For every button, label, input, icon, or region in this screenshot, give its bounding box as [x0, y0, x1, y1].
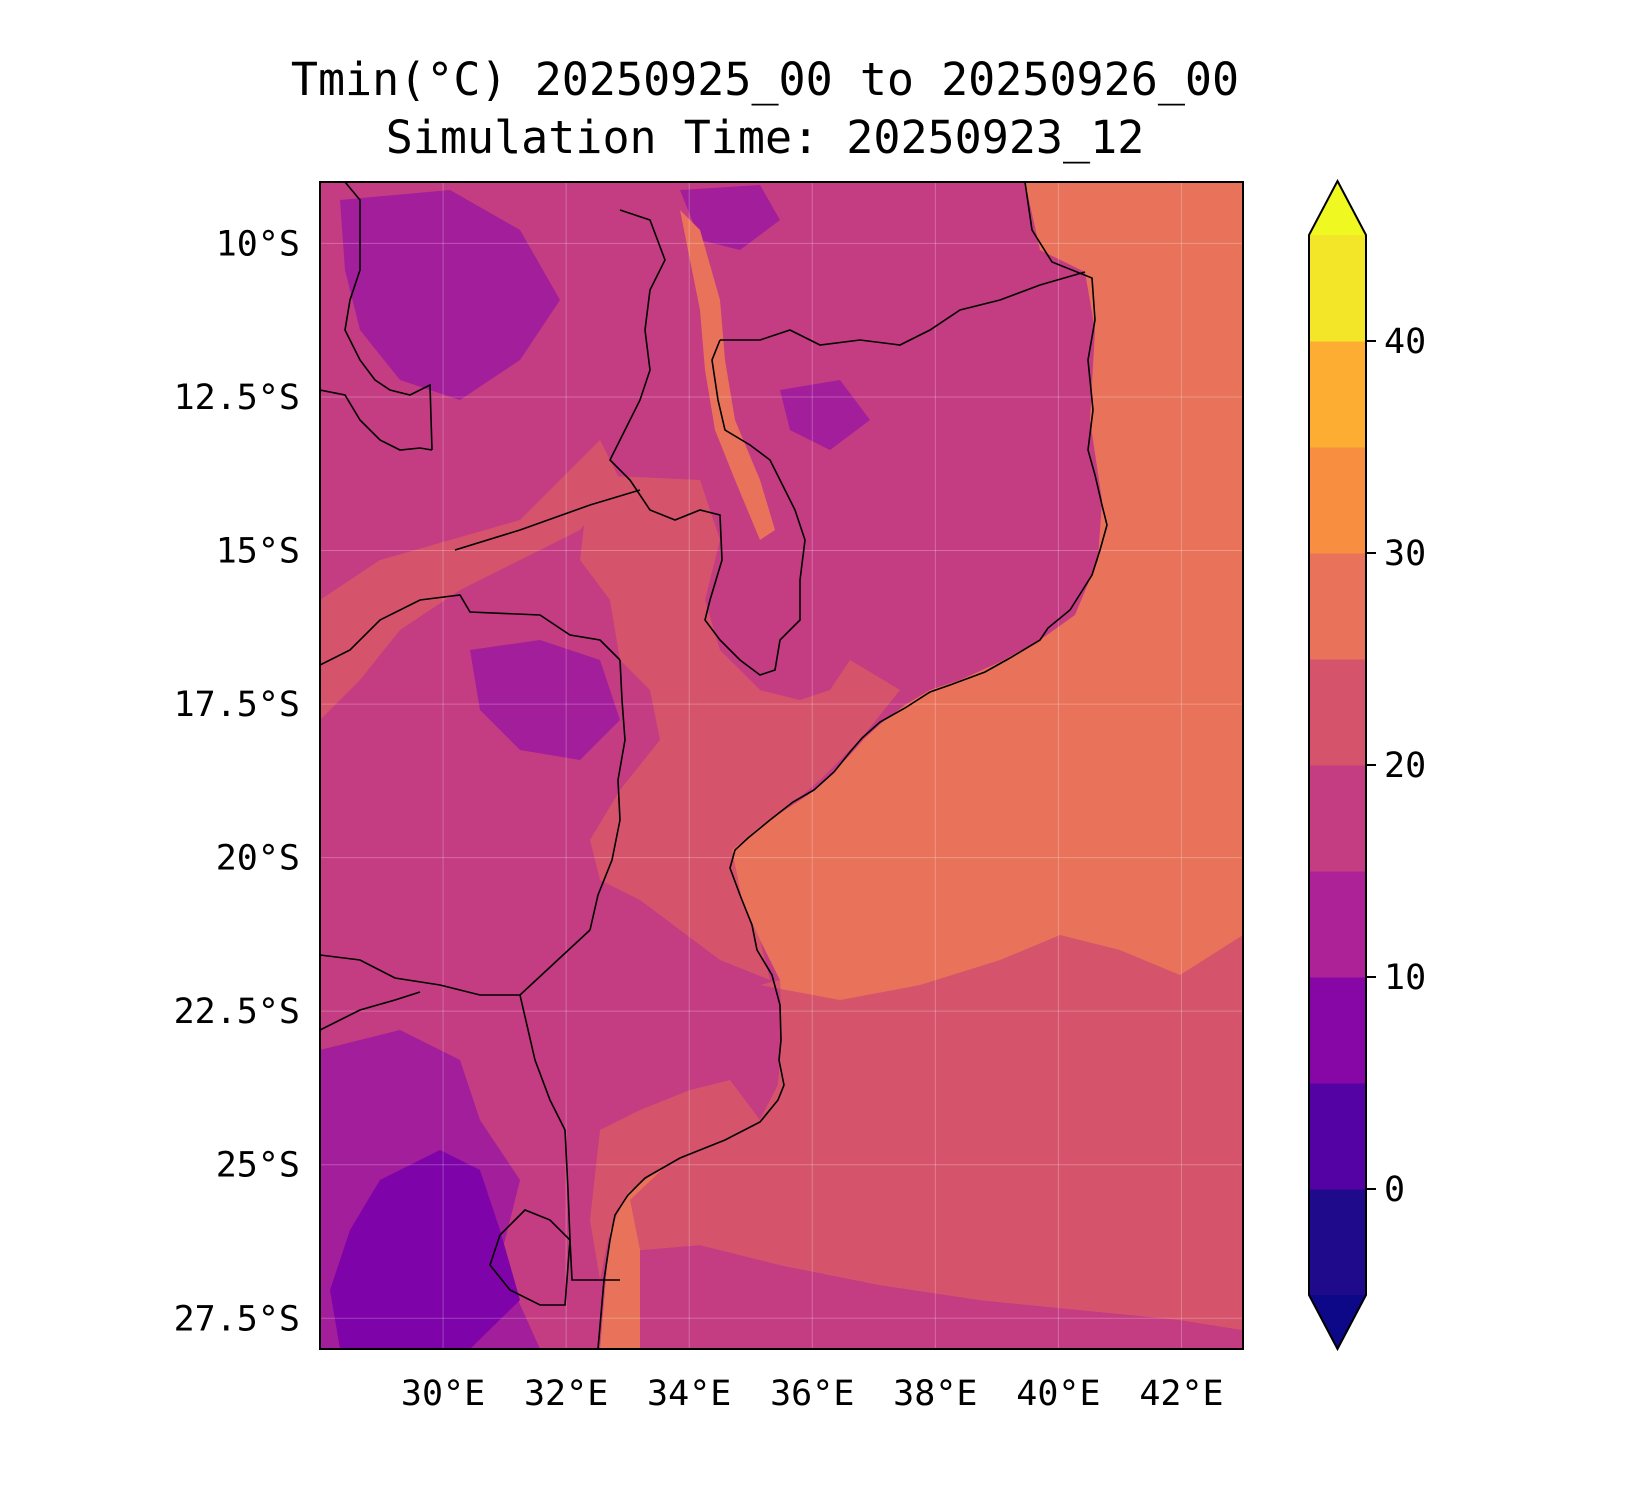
- colorbar-extend-low: [1309, 1295, 1366, 1349]
- colorbar-tick-label: 40: [1384, 322, 1426, 362]
- lat-tick-label: 10°S: [216, 224, 300, 264]
- lon-tick-label: 42°E: [1139, 1374, 1223, 1414]
- colorbar-tick-label: 20: [1384, 746, 1426, 786]
- coastline: [597, 182, 1108, 1349]
- colorbar-outline: [1308, 178, 1367, 1352]
- colorbar-extend-high: [1309, 181, 1366, 235]
- southern-ocean-band: [640, 1245, 1243, 1349]
- colorbar-segment: [1309, 871, 1366, 978]
- colorbar-segment: [1309, 447, 1366, 554]
- lat-tick-label: 15°S: [216, 532, 300, 572]
- border-zambia-tanzania: [344, 182, 433, 451]
- border-eswatini: [489, 1209, 571, 1306]
- cool-land-patch: [340, 190, 560, 400]
- lon-tick-label: 40°E: [1016, 1374, 1100, 1414]
- map-gridlines: [320, 182, 1243, 1349]
- colorbar-tick-label: 0: [1384, 1170, 1405, 1210]
- warm-land-belt: [580, 475, 900, 980]
- map-frame: [319, 181, 1244, 1350]
- colorbar-tick-label: 30: [1384, 534, 1426, 574]
- border-zimbabwe-botswana-sa: [320, 954, 520, 996]
- lat-tick-label: 20°S: [216, 839, 300, 879]
- colorbar: 0 10 20 30 40: [1308, 178, 1426, 1352]
- border-zimbabwe-mozambique: [589, 659, 626, 931]
- colorbar-segment: [1309, 977, 1366, 1084]
- warm-land-south: [590, 1080, 760, 1280]
- lat-tick-label: 12.5°S: [174, 378, 300, 418]
- map-title: Tmin(°C) 20250925_00 to 20250926_00: [290, 53, 1240, 106]
- colorbar-segment: [1309, 1189, 1366, 1296]
- warm-land-west: [320, 440, 620, 720]
- mid-channel-band: [630, 935, 1243, 1349]
- colorbar-segment: [1309, 341, 1366, 448]
- longitude-tick-labels: 30°E 32°E 34°E 36°E 38°E 40°E 42°E: [401, 1374, 1224, 1414]
- colorbar-segment: [1309, 553, 1366, 660]
- lon-tick-label: 30°E: [401, 1374, 485, 1414]
- lat-tick-label: 27.5°S: [174, 1299, 300, 1339]
- lon-tick-label: 36°E: [770, 1374, 854, 1414]
- lon-tick-label: 38°E: [893, 1374, 977, 1414]
- map-subtitle: Simulation Time: 20250923_12: [385, 111, 1145, 164]
- colorbar-segment: [1309, 659, 1366, 766]
- lon-tick-label: 34°E: [647, 1374, 731, 1414]
- cool-land-patch: [470, 640, 620, 760]
- lake-malawi-warm-strip: [680, 210, 775, 540]
- colorbar-segment: [1309, 765, 1366, 872]
- temperature-field: [320, 182, 1243, 1349]
- colorbar-segment: [1309, 1083, 1366, 1190]
- border-zambia-mozambique: [454, 489, 641, 551]
- cool-land-patch: [780, 380, 870, 450]
- cold-land-patch: [330, 1150, 520, 1349]
- border-zambia-zimbabwe: [320, 594, 621, 666]
- border-drc-zambia: [320, 389, 433, 451]
- borders-coastline: [320, 182, 1108, 1349]
- colorbar-tick-label: 10: [1384, 958, 1426, 998]
- colorbar-segment: [1309, 235, 1366, 342]
- border-malawi: [609, 209, 806, 676]
- lat-tick-label: 17.5°S: [174, 685, 300, 725]
- lon-tick-label: 32°E: [524, 1374, 608, 1414]
- latitude-tick-labels: 10°S 12.5°S 15°S 17.5°S 20°S 22.5°S 25°S 27.5°S: [174, 224, 300, 1339]
- border-sa-mozambique: [519, 929, 620, 1281]
- lat-tick-label: 22.5°S: [174, 992, 300, 1032]
- border-tanzania-mozambique: [720, 271, 1086, 346]
- lat-tick-label: 25°S: [216, 1146, 300, 1186]
- border-zimbabwe-sa: [320, 991, 421, 1031]
- cool-land-patch: [680, 185, 780, 250]
